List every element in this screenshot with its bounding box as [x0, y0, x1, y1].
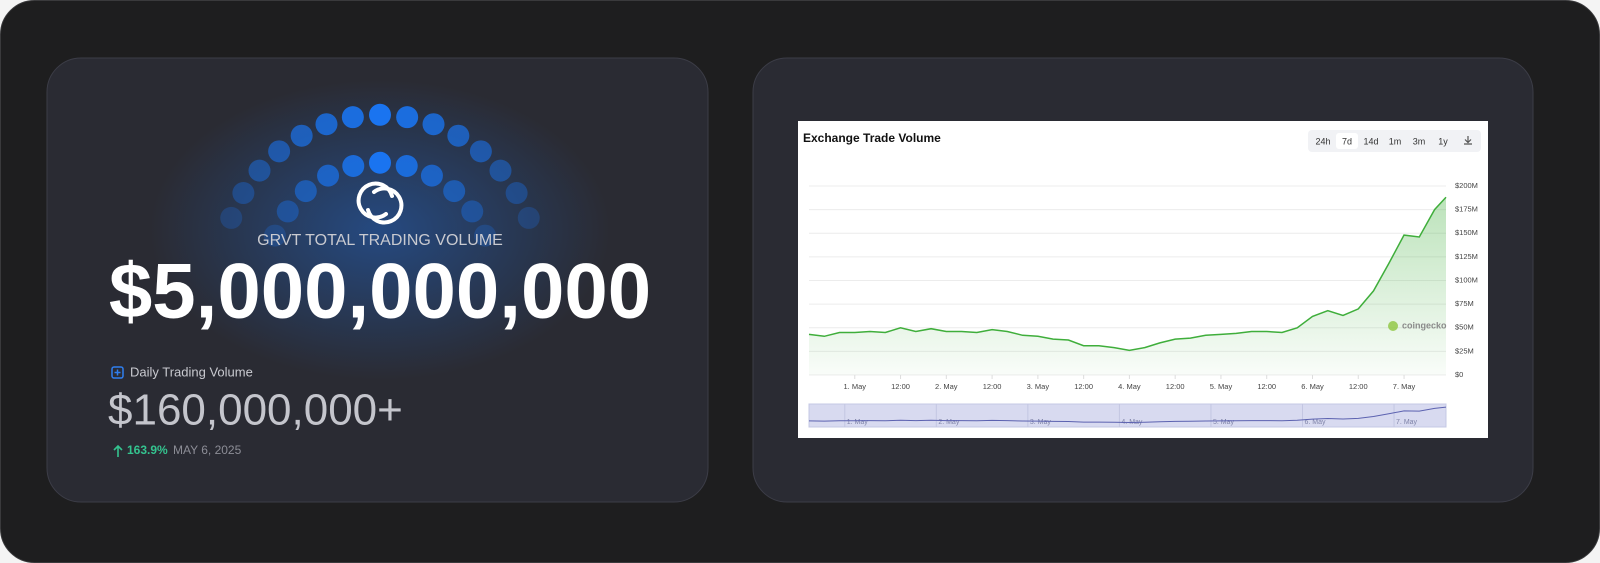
x-tick-label: 6. May [1301, 382, 1324, 391]
navigator-label: 7. May [1396, 419, 1418, 426]
dot [290, 124, 313, 147]
glow [150, 80, 610, 380]
download-button[interactable] [1464, 136, 1472, 145]
range-button[interactable]: 1y [1438, 136, 1448, 146]
x-tick-label: 2. May [935, 382, 958, 391]
dot [220, 206, 243, 229]
daily-icon-plus [114, 369, 121, 376]
x-tick-label: 12:00 [1349, 382, 1368, 391]
range-button[interactable]: 3m [1413, 136, 1426, 146]
line [808, 196, 1447, 352]
range-button[interactable]: 14d [1363, 136, 1378, 146]
dot [248, 159, 271, 182]
x-tick-label: 12:00 [1257, 382, 1276, 391]
y-tick-label: $25M [1455, 346, 1474, 355]
y-tick-label: $200M [1455, 181, 1478, 190]
navigator-label: 2. May [938, 419, 960, 426]
watermark: coingecko [1402, 320, 1447, 330]
dot [342, 155, 365, 178]
dot [447, 124, 470, 147]
area [809, 197, 1446, 375]
x-tick-label: 12:00 [983, 382, 1002, 391]
dot [263, 224, 286, 247]
dot [315, 113, 338, 136]
x-tick-label: 12:00 [891, 382, 910, 391]
x-tick-label: 12:00 [1166, 382, 1185, 391]
y-tick-label: $50M [1455, 323, 1474, 332]
dot [294, 180, 317, 203]
daily-label: Daily Trading Volume [130, 364, 253, 379]
range-buttons: 24h 7d 14d 1m 3m 1y [1315, 133, 1448, 149]
headline: GRVT TOTAL TRADING VOLUME [257, 232, 503, 249]
daily-icon [111, 366, 124, 379]
dot [276, 200, 299, 223]
navigator-label: 1. May [847, 419, 869, 426]
navigator-line [808, 406, 1447, 424]
y-tick-label: $150M [1455, 228, 1478, 237]
dot [341, 106, 364, 129]
x-tick-label: 1. May [844, 382, 867, 391]
plot: $0 $25M $50M $75M $100M $125M $150M $175M $200M 1… [808, 181, 1478, 428]
x-tick-label: 3. May [1027, 382, 1050, 391]
navigator-label: 3. May [1030, 419, 1052, 426]
y-tick-label: $175M [1455, 205, 1478, 214]
dot [268, 140, 291, 163]
range-button[interactable]: 7d [1342, 136, 1352, 146]
dot [369, 103, 391, 126]
navigator [808, 403, 1447, 428]
date: MAY 6, 2025 [173, 443, 242, 457]
dot [443, 180, 466, 203]
active-button [1336, 133, 1358, 149]
x-tick-label: 7. May [1393, 382, 1416, 391]
dot-arc [220, 103, 540, 247]
dot [396, 106, 419, 129]
dot [232, 182, 255, 205]
y-tick-label: $0 [1455, 370, 1463, 379]
dot [369, 151, 391, 174]
daily-value: $160,000,000+ [108, 386, 403, 435]
dot [317, 164, 340, 187]
dot [461, 200, 484, 223]
dot [505, 182, 528, 205]
logo [356, 181, 404, 225]
dot [474, 224, 497, 247]
change: 163.9% [127, 443, 168, 457]
dot [517, 206, 540, 229]
navigator-label: 5. May [1213, 419, 1235, 426]
dot [469, 140, 492, 163]
dot [489, 159, 512, 182]
chart-title: Exchange Trade Volume [803, 131, 941, 145]
dot [420, 164, 443, 187]
x-tick-label: 12:00 [1074, 382, 1093, 391]
watermark-logo [1388, 321, 1398, 331]
total-volume: $5,000,000,000 [109, 247, 651, 335]
dot [395, 155, 418, 178]
chart-panel [798, 121, 1488, 438]
navigator-label: 6. May [1304, 419, 1326, 426]
dot [422, 113, 445, 136]
y-tick-label: $100M [1455, 275, 1478, 284]
up-arrow [113, 444, 123, 457]
range-button[interactable]: 24h [1315, 136, 1330, 146]
range-button[interactable]: 1m [1389, 136, 1402, 146]
y-tick-label: $75M [1455, 299, 1474, 308]
x-tick-label: 5. May [1210, 382, 1233, 391]
x-tick-label: 4. May [1118, 382, 1141, 391]
y-tick-label: $125M [1455, 252, 1478, 261]
